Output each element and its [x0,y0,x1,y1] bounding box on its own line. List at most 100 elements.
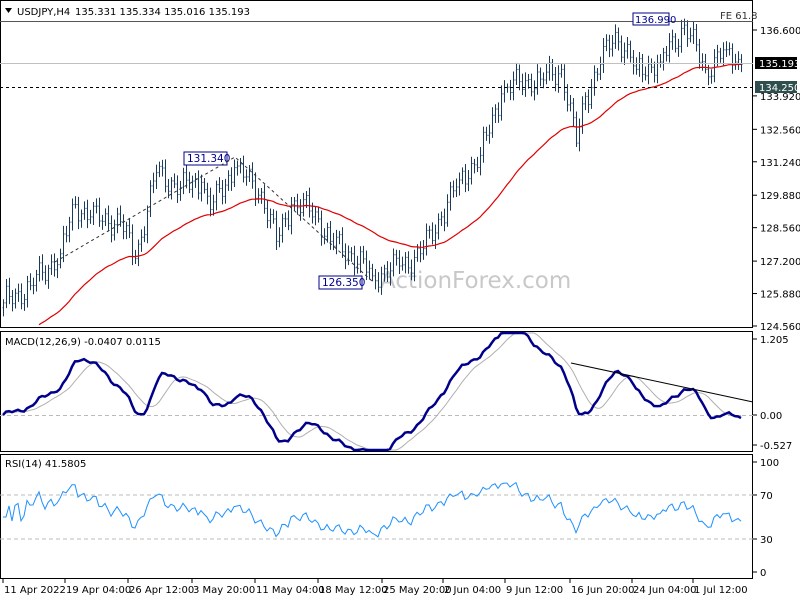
ohlc-bar [620,35,623,63]
ohlc-bar [86,199,89,229]
ohlc-bar [26,275,29,308]
ohlc-bar [737,51,740,70]
ohlc-bar [419,241,422,263]
ohlc-bar [350,247,353,262]
macd-main-line [2,331,742,452]
ohlc-bar [149,180,152,217]
ohlc-bar [245,169,248,186]
trough-label: 126.350 [322,277,365,289]
y-tick-label: 128.560 [760,224,800,235]
ohlc-bar [725,41,728,58]
ohlc-bar [110,215,113,243]
ohlc-bar [284,212,287,227]
ohlc-bar [449,181,452,211]
ohlc-bar [77,196,80,230]
ohlc-bar [599,56,602,80]
moving-average-line [38,63,741,326]
ohlc-bar [608,34,611,58]
ohlc-bar [74,196,77,209]
ohlc-bar [32,277,35,295]
ohlc-bar [401,256,404,271]
x-tick-label: 3 May 20:00 [193,585,255,596]
y-tick-label: 131.240 [760,158,800,169]
ohlc-bar [470,156,473,185]
ohlc-bar [41,254,44,281]
ohlc-bar [8,277,11,305]
x-tick-label: 1 Jul 12:00 [694,585,748,596]
ohlc-bar [317,206,320,223]
ohlc-bar [500,85,503,121]
ohlc-bar [626,37,629,59]
ohlc-bar [575,111,578,148]
fe-label: FE 61.8 [720,11,758,22]
ohlc-bar [95,198,98,214]
ohlc-bar [692,21,695,45]
ohlc-bar [590,79,593,109]
ohlc-bar [548,55,551,81]
dropdown-triangle-icon[interactable] [5,8,12,13]
ohlc-bar [479,146,482,176]
ohlc-bar [455,178,458,198]
fibo-projection-lines[interactable] [54,156,373,282]
ohlc-bar [710,69,713,84]
ohlc-bar [290,197,293,235]
ohlc-bar [545,63,548,85]
y-tick-label: 133.920 [760,92,800,103]
macd-trendline[interactable] [570,362,754,403]
x-tick-label: 25 May 20:00 [383,585,452,596]
last-price: 135.193 [759,59,800,70]
ohlc-bar [467,169,470,192]
ohlc-bar [554,66,557,92]
y-tick-label: 70 [760,491,773,502]
ohlc-bar [137,239,140,267]
ohlc-bar [230,167,233,191]
y-tick-label: 129.880 [760,191,800,202]
ohlc-bar [464,164,467,193]
ohlc-bar [671,29,674,50]
ohlc-bar [536,64,539,95]
ohlc-bar [266,199,269,229]
level-price: 134.250 [759,83,800,94]
ohlc-bar [647,55,650,85]
ohlc-readout: 135.331 135.334 135.016 135.193 [75,7,250,18]
ohlc-bar [206,182,209,205]
ohlc-bar [101,214,104,230]
ohlc-bar [395,249,398,266]
ohlc-bar [443,208,446,232]
x-tick-label: 11 Apr 2022 [4,585,66,596]
y-tick-label: 125.880 [760,290,800,301]
ohlc-bar [2,299,5,317]
ohlc-bar [665,46,668,62]
axes: 136.600 133.920 132.560 131.240 129.880 128.5… [2,26,800,596]
ohlc-bar [68,216,71,243]
ohlc-bar [182,167,185,195]
x-tick-label: 26 Apr 12:00 [129,585,194,596]
ohlc-bar [92,201,95,225]
ohlc-bar [188,171,191,194]
ohlc-bar [209,187,212,217]
ohlc-bar [668,33,671,63]
ohlc-bar [260,187,263,204]
ohlc-bar [173,173,176,189]
ohlc-bar [728,42,731,56]
trough-label-box [318,275,363,290]
ohlc-bar [644,66,647,81]
ohlc-bar [437,213,440,240]
ohlc-bar [281,213,284,243]
rsi-panel [0,454,753,579]
ohlc-bar [461,167,464,185]
ohlc-bar [296,193,299,215]
ohlc-bar [338,230,341,245]
rsi-title: RSI(14) 41.5805 [5,459,86,470]
high-label: 136.990 [635,15,676,26]
ohlc-bar [164,159,167,193]
ohlc-bar [368,260,371,280]
ohlc-bar [404,252,407,274]
rsi-series [0,481,753,540]
ohlc-bar [440,211,443,226]
ohlc-bar [425,223,428,256]
ohlc-bar [563,64,566,101]
ohlc-bar [65,225,68,243]
